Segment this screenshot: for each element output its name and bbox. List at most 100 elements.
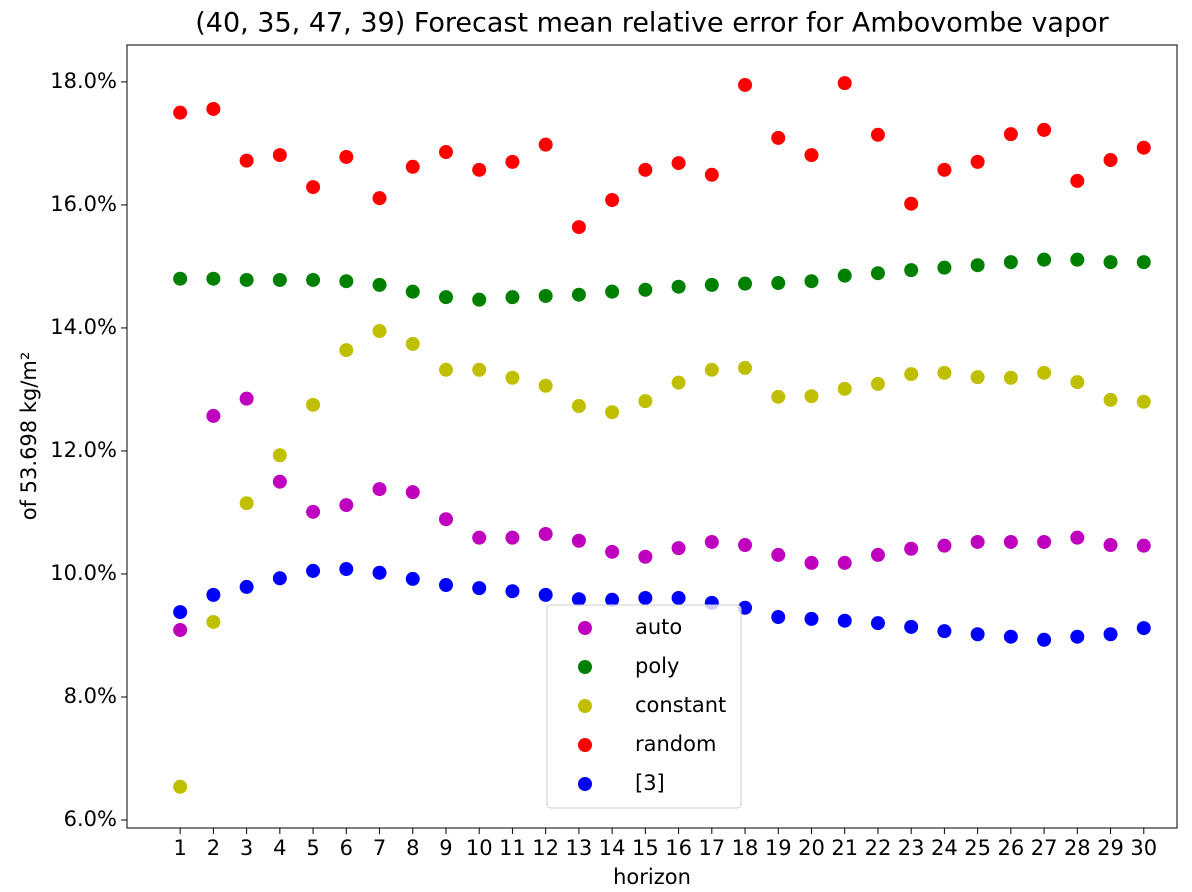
point <box>206 587 221 602</box>
point <box>1136 255 1151 270</box>
point <box>571 592 586 607</box>
point <box>306 504 321 519</box>
point <box>804 555 819 570</box>
x-tick-label: 16 <box>665 836 692 860</box>
point <box>937 538 952 553</box>
x-tick-label: 22 <box>865 836 892 860</box>
point <box>937 162 952 177</box>
point <box>272 571 287 586</box>
point <box>671 279 686 294</box>
point <box>1103 627 1118 642</box>
point <box>538 288 553 303</box>
point <box>206 101 221 116</box>
point <box>870 616 885 631</box>
point <box>538 378 553 393</box>
point <box>837 76 852 91</box>
point <box>638 162 653 177</box>
point <box>638 549 653 564</box>
x-tick-label: 23 <box>898 836 925 860</box>
point <box>904 619 919 634</box>
point <box>306 563 321 578</box>
point <box>1103 538 1118 553</box>
point <box>638 394 653 409</box>
point <box>1003 534 1018 549</box>
point <box>671 156 686 171</box>
point <box>605 405 620 420</box>
point <box>372 324 387 339</box>
point <box>1037 632 1052 647</box>
point <box>837 268 852 283</box>
point <box>1037 365 1052 380</box>
point <box>239 391 254 406</box>
legend-marker <box>578 777 592 791</box>
point <box>272 272 287 287</box>
legend-box <box>546 604 742 809</box>
point <box>438 145 453 160</box>
legend-marker <box>578 621 592 635</box>
point <box>771 276 786 291</box>
point <box>704 167 719 182</box>
point <box>738 538 753 553</box>
x-tick-label: 11 <box>499 836 526 860</box>
point <box>970 258 985 273</box>
point <box>771 389 786 404</box>
plot-frame <box>126 44 1178 829</box>
y-tick-label: 16.0% <box>50 192 117 216</box>
point <box>1070 173 1085 188</box>
legend-label: [3] <box>635 771 665 795</box>
point <box>438 362 453 377</box>
point <box>1136 140 1151 155</box>
x-tick-label: 29 <box>1097 836 1124 860</box>
point <box>704 362 719 377</box>
point <box>571 533 586 548</box>
x-tick-label: 9 <box>439 836 452 860</box>
point <box>738 360 753 375</box>
point <box>206 271 221 286</box>
point <box>870 547 885 562</box>
x-tick-label: 30 <box>1130 836 1157 860</box>
x-tick-label: 20 <box>798 836 825 860</box>
point <box>472 292 487 307</box>
point <box>1003 370 1018 385</box>
point <box>538 137 553 152</box>
point <box>638 282 653 297</box>
point <box>438 290 453 305</box>
x-tick-label: 5 <box>306 836 319 860</box>
point <box>306 272 321 287</box>
point <box>173 605 188 620</box>
x-tick-label: 14 <box>599 836 626 860</box>
y-tick-label: 6.0% <box>64 807 117 831</box>
point <box>472 162 487 177</box>
point <box>1003 629 1018 644</box>
legend-label: constant <box>635 693 726 717</box>
x-tick-label: 3 <box>240 836 253 860</box>
point <box>173 622 188 637</box>
point <box>970 534 985 549</box>
point <box>704 277 719 292</box>
point <box>970 370 985 385</box>
point <box>1070 375 1085 390</box>
point <box>804 611 819 626</box>
point <box>206 408 221 423</box>
point <box>837 381 852 396</box>
point <box>804 148 819 163</box>
legend-label: auto <box>635 615 682 639</box>
point <box>472 581 487 596</box>
point <box>804 389 819 404</box>
point <box>472 530 487 545</box>
point <box>870 266 885 281</box>
point <box>339 562 354 577</box>
point <box>870 127 885 142</box>
point <box>173 779 188 794</box>
point <box>538 587 553 602</box>
point <box>970 154 985 169</box>
point <box>937 365 952 380</box>
point <box>239 272 254 287</box>
legend-label: poly <box>635 654 679 678</box>
point <box>671 375 686 390</box>
point <box>605 193 620 208</box>
point <box>605 592 620 607</box>
x-tick-label: 8 <box>406 836 419 860</box>
point <box>339 498 354 513</box>
